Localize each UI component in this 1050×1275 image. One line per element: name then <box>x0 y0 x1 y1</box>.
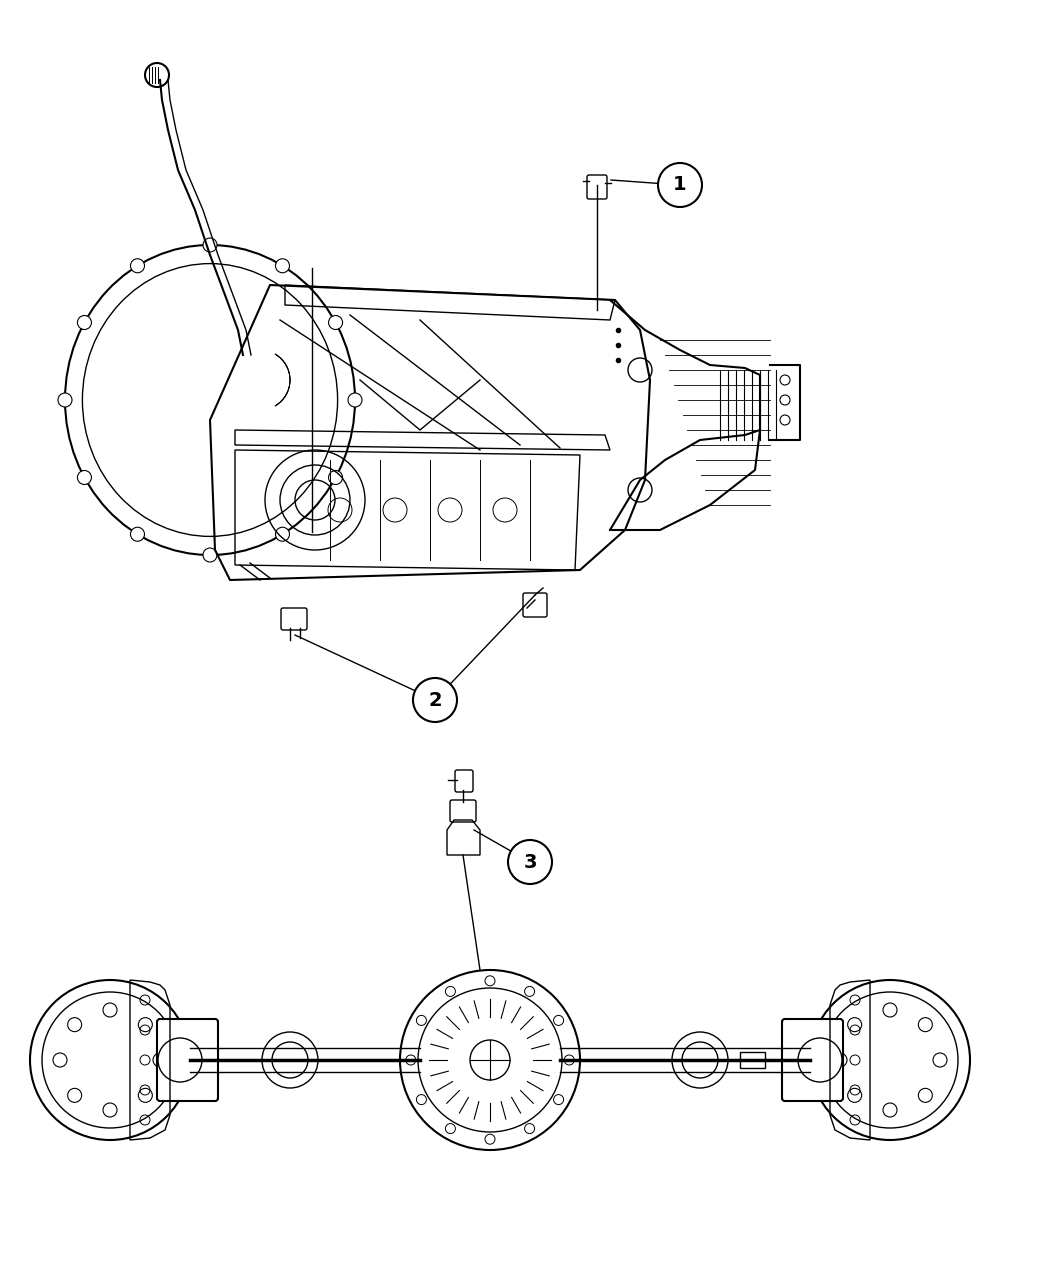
Circle shape <box>130 528 145 541</box>
Circle shape <box>508 840 552 884</box>
Bar <box>740 1052 765 1068</box>
Circle shape <box>78 470 91 484</box>
Circle shape <box>275 259 290 273</box>
Circle shape <box>78 315 91 329</box>
Text: 2: 2 <box>428 691 442 709</box>
Circle shape <box>58 393 72 407</box>
Text: 1: 1 <box>673 176 687 195</box>
Circle shape <box>130 259 145 273</box>
Circle shape <box>203 548 217 562</box>
Text: 3: 3 <box>523 853 537 872</box>
Circle shape <box>658 163 702 207</box>
Circle shape <box>329 470 342 484</box>
Circle shape <box>329 315 342 329</box>
Circle shape <box>275 528 290 541</box>
Circle shape <box>203 238 217 252</box>
FancyBboxPatch shape <box>782 1019 843 1102</box>
Circle shape <box>672 1031 728 1088</box>
FancyBboxPatch shape <box>158 1019 218 1102</box>
Circle shape <box>413 678 457 722</box>
Circle shape <box>262 1031 318 1088</box>
Circle shape <box>348 393 362 407</box>
